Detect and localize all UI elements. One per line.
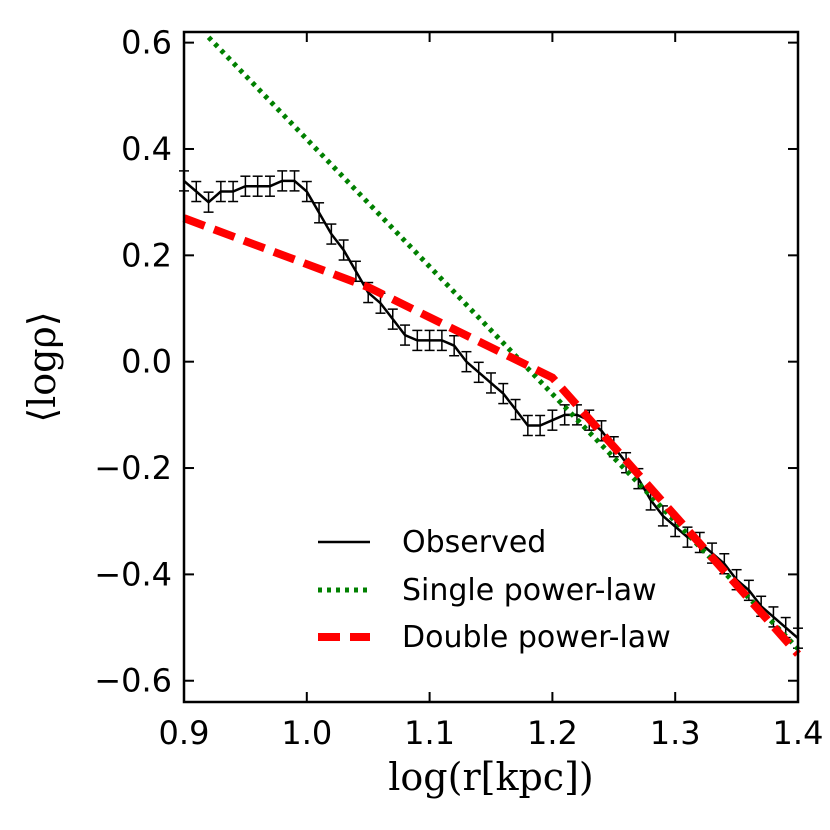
y-tick-label: −0.6 (94, 662, 172, 700)
x-tick-label: 1.4 (773, 714, 824, 752)
x-tick-label: 1.3 (650, 714, 701, 752)
series-line-double-power-law (182, 214, 801, 657)
y-tick-label: −0.4 (94, 555, 172, 593)
series-layer (179, 35, 803, 657)
y-tick-label: −0.2 (94, 449, 172, 487)
series-line-single-power-law (206, 35, 800, 651)
y-tick-label: 0.4 (121, 130, 172, 168)
x-tick-label: 1.2 (527, 714, 578, 752)
x-tick-label: 1.0 (281, 714, 332, 752)
x-tick-label: 1.1 (404, 714, 455, 752)
y-tick-label: 0.6 (121, 24, 172, 62)
legend-label-observed: Observed (402, 525, 546, 560)
legend-label-double-power-law: Double power-law (402, 620, 671, 655)
plot-frame (182, 30, 800, 704)
y-axis-label: ⟨logρ⟩ (20, 311, 64, 422)
y-tick-label: 0.2 (121, 236, 172, 274)
legend: Observed Single power-law Double power-l… (318, 525, 671, 655)
x-tick-label: 0.9 (159, 714, 210, 752)
y-tick-label: 0.0 (121, 343, 172, 381)
x-axis-label: log(r[kpc]) (388, 755, 593, 799)
legend-label-single-power-law: Single power-law (402, 573, 657, 608)
ticks-layer: 0.9 1.0 1.1 1.2 1.3 1.4 0.6 0.4 0.2 0.0 −0.2 −0.4 −0… (94, 24, 823, 752)
